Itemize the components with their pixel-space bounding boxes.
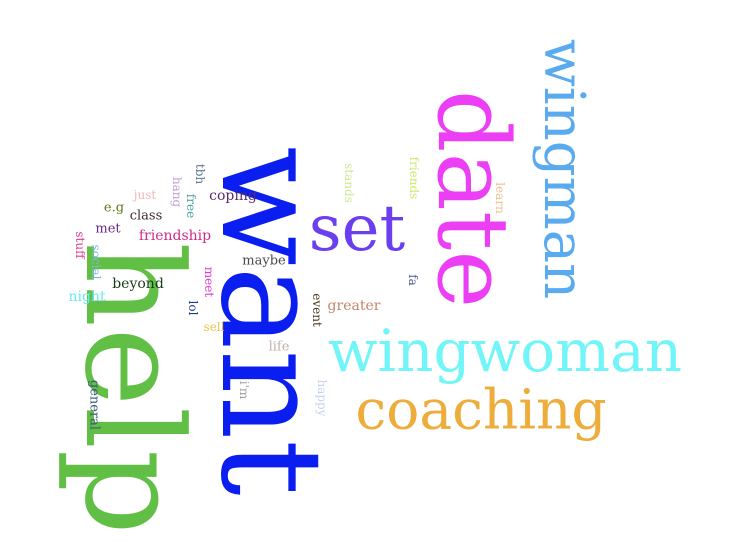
word-lol: lol <box>186 300 200 316</box>
word-met: met <box>95 221 121 237</box>
word-sell: sell <box>203 320 225 334</box>
word-event: event <box>310 293 324 327</box>
word-hang: hang <box>170 176 184 208</box>
word-free: free <box>184 193 198 219</box>
word-meet: meet <box>202 266 216 298</box>
word-stands: stands <box>342 163 356 203</box>
word-learn: learn <box>493 182 507 214</box>
word-im: i'm <box>237 380 251 400</box>
word-friends: friends <box>407 156 421 200</box>
word-general: general <box>86 379 102 431</box>
word-stuff: stuff <box>73 231 87 259</box>
word-wingwoman: wingwoman <box>327 317 683 385</box>
word-coaching: coaching <box>355 377 607 442</box>
word-coping: coping <box>209 188 257 204</box>
word-friendship: friendship <box>138 228 212 244</box>
word-tbh: tbh <box>193 163 207 185</box>
word-social: social <box>89 244 103 280</box>
word-wingman: wingman <box>531 38 596 300</box>
word-greater: greater <box>327 298 381 314</box>
word-night: night <box>68 289 106 305</box>
word-happy: happy <box>315 379 329 417</box>
word-just: just <box>133 188 157 202</box>
word-life: life <box>268 339 290 355</box>
word-fa: fa <box>406 274 420 286</box>
word-class: class <box>129 208 163 224</box>
word-maybe: maybe <box>242 253 286 269</box>
word-beyond: beyond <box>112 276 164 292</box>
word-eg: e.g <box>103 200 125 216</box>
word-set: set <box>308 192 406 266</box>
